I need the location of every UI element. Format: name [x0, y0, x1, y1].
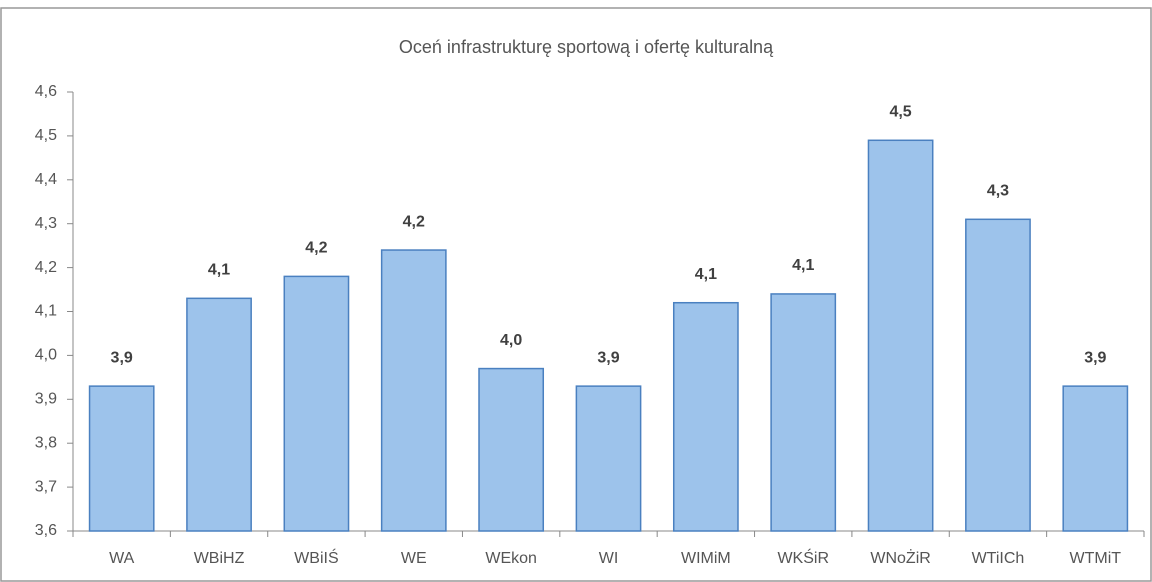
x-tick-label: WIMiM: [681, 550, 731, 567]
y-tick-label: 4,6: [35, 83, 57, 100]
y-tick-label: 4,4: [35, 171, 57, 188]
x-tick-label: WEkon: [485, 550, 537, 567]
x-tick-label: WKŚiR: [777, 548, 829, 567]
value-label: 3,9: [597, 349, 619, 366]
x-tick-label: WE: [401, 550, 427, 567]
x-tick-label: WBiIŚ: [294, 548, 338, 567]
bar: [867, 139, 934, 532]
value-label: 4,2: [403, 213, 425, 230]
bar: [186, 297, 252, 532]
bar: [672, 301, 739, 532]
value-label: 4,1: [792, 257, 814, 274]
y-tick-label: 3,7: [35, 478, 57, 495]
value-label: 3,9: [111, 349, 133, 366]
value-label: 4,5: [889, 104, 911, 121]
bar: [965, 218, 1031, 532]
bar: [575, 385, 642, 532]
y-tick-label: 3,6: [35, 522, 57, 539]
x-tick-label: WI: [599, 550, 619, 567]
x-tick-label: WTiICh: [972, 550, 1025, 567]
y-tick-label: 3,8: [35, 434, 57, 451]
value-label: 4,0: [500, 332, 522, 349]
bar: [770, 293, 837, 532]
y-tick-label: 4,0: [35, 347, 57, 364]
bar: [88, 385, 155, 532]
value-label: 4,2: [305, 240, 327, 257]
y-tick-label: 3,9: [35, 391, 57, 408]
bar: [1062, 385, 1129, 532]
x-tick-label: WNoŻiR: [870, 548, 930, 567]
value-label: 3,9: [1084, 349, 1106, 366]
value-label: 4,3: [987, 183, 1009, 200]
x-tick-label: WTMiT: [1070, 550, 1122, 567]
value-label: 4,1: [208, 262, 230, 279]
chart-title: Oceń infrastrukturę sportową i ofertę ku…: [399, 37, 774, 57]
value-label: 4,1: [695, 266, 717, 283]
x-tick-label: WBiHZ: [194, 550, 245, 567]
x-tick-label: WA: [109, 550, 135, 567]
chart-frame: [0, 7, 1152, 582]
y-tick-label: 4,1: [35, 303, 57, 320]
y-tick-label: 4,2: [35, 259, 57, 276]
y-tick-label: 4,5: [35, 127, 57, 144]
bar: [478, 367, 545, 532]
y-tick-label: 4,3: [35, 215, 57, 232]
bar: [380, 249, 447, 532]
bar: [283, 275, 350, 532]
